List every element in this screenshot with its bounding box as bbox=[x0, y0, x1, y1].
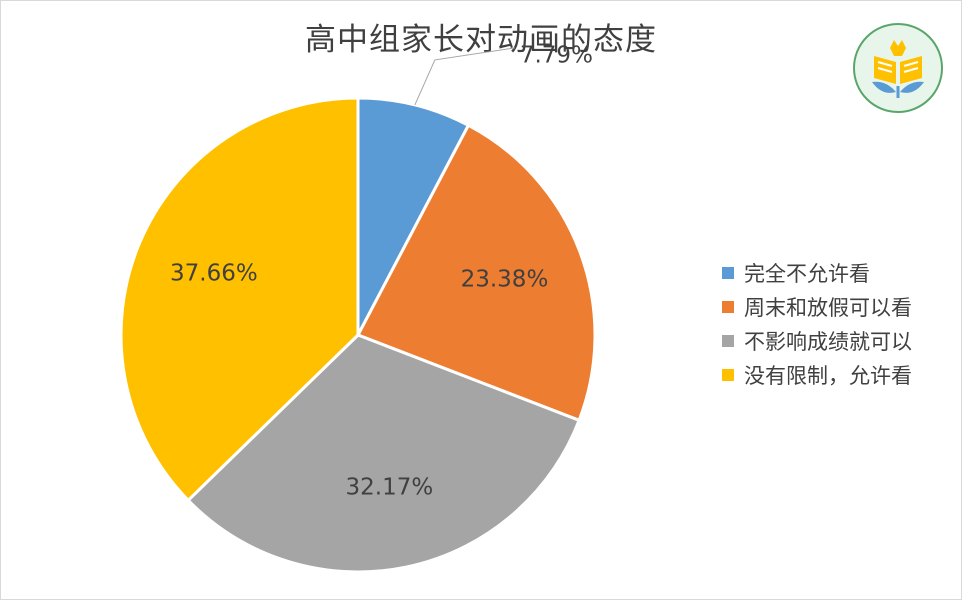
pie-slice bbox=[119, 96, 360, 502]
legend-swatch bbox=[722, 267, 734, 279]
data-label: 23.38% bbox=[461, 267, 549, 293]
pie-slice bbox=[356, 123, 597, 422]
legend-label: 完全不允许看 bbox=[744, 262, 870, 286]
legend-item: 没有限制，允许看 bbox=[722, 358, 912, 392]
tulip-book-icon bbox=[852, 22, 944, 114]
legend-label: 周末和放假可以看 bbox=[744, 296, 912, 320]
legend-swatch bbox=[722, 335, 734, 347]
legend-item: 完全不允许看 bbox=[722, 256, 912, 290]
legend-swatch bbox=[722, 369, 734, 381]
chart-title: 高中组家长对动画的态度 bbox=[305, 22, 657, 58]
data-label: 32.17% bbox=[346, 475, 434, 501]
legend-item: 周末和放假可以看 bbox=[722, 290, 912, 324]
pie-slice bbox=[356, 96, 470, 337]
legend-label: 没有限制，允许看 bbox=[744, 364, 912, 388]
legend: 完全不允许看 周末和放假可以看 不影响成绩就可以 没有限制，允许看 bbox=[722, 256, 912, 392]
leader-line bbox=[414, 47, 515, 106]
pie-slice bbox=[186, 333, 581, 574]
legend-item: 不影响成绩就可以 bbox=[722, 324, 912, 358]
legend-swatch bbox=[722, 301, 734, 313]
data-label: 7.79% bbox=[520, 42, 593, 68]
legend-label: 不影响成绩就可以 bbox=[744, 330, 912, 354]
data-label: 37.66% bbox=[170, 261, 258, 287]
